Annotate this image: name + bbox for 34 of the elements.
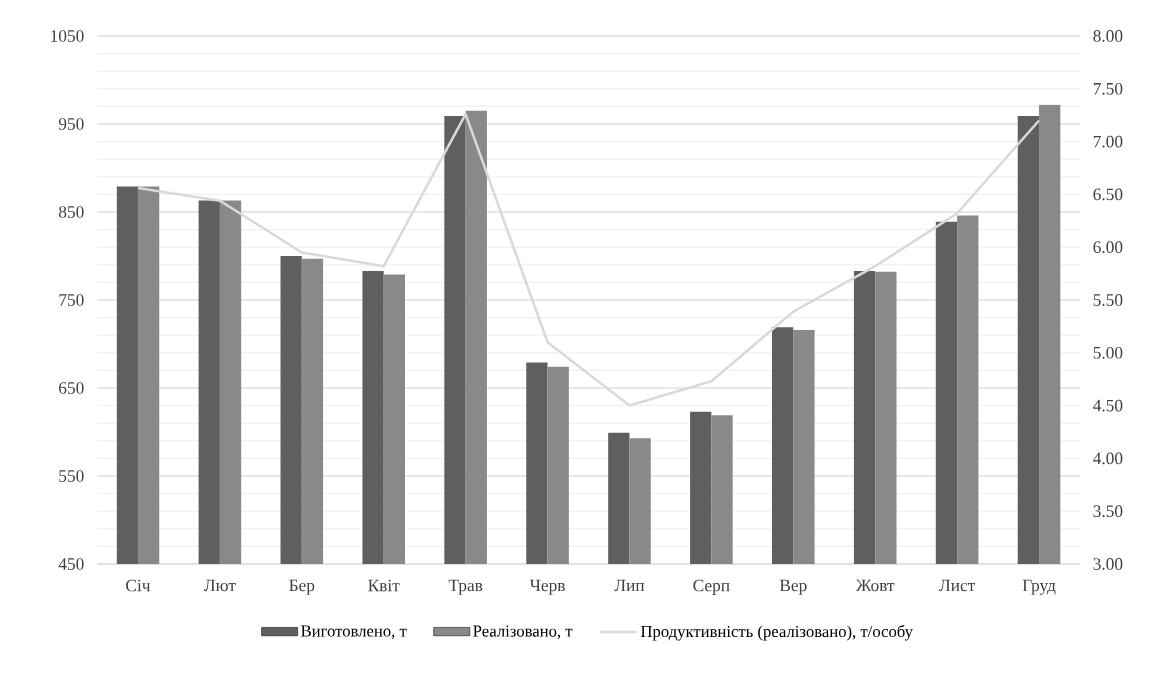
- y2-tick-label: 3.50: [1093, 505, 1123, 518]
- y-tick-label: 950: [58, 118, 84, 130]
- y2-tick-label: 6.00: [1093, 241, 1123, 254]
- legend-label: Реалізовано, т: [473, 625, 573, 640]
- y-tick-label: 650: [59, 382, 84, 394]
- y2-tick-label: 4.00: [1093, 452, 1123, 465]
- x-tick-label: Січ: [126, 579, 151, 592]
- x-tick-label: Трав: [448, 579, 483, 595]
- x-tick-label: Груд: [1022, 579, 1056, 595]
- y2-tick-label: 8.00: [1093, 30, 1123, 42]
- x-tick-label: Серп: [693, 579, 730, 595]
- y2-tick-label: 5.50: [1093, 294, 1123, 306]
- y2-tick-label: 6.50: [1093, 188, 1123, 201]
- y2-tick-label: 4.50: [1093, 399, 1123, 412]
- y-tick-label: 1050: [51, 30, 84, 42]
- legend-label: Продуктивність (реалізовано), т/особу: [640, 625, 913, 641]
- x-tick-label: Вер: [779, 579, 807, 595]
- y2-tick-label: 5.00: [1093, 346, 1123, 359]
- x-tick-label: Лип: [614, 579, 645, 592]
- y-tick-label: 450: [58, 558, 84, 570]
- y2-tick-label: 3.00: [1093, 558, 1123, 570]
- legend-label: Виготовлено, т: [301, 625, 407, 640]
- y2-tick-label: 7.00: [1093, 135, 1123, 148]
- y-tick-label: 550: [59, 470, 84, 482]
- y-tick-label: 850: [58, 206, 84, 218]
- x-tick-label: Лист: [939, 579, 976, 592]
- x-tick-label: Квіт: [368, 579, 400, 592]
- y-tick-label: 750: [59, 294, 84, 306]
- x-tick-label: Жовт: [855, 579, 895, 592]
- x-tick-label: Лют: [204, 579, 236, 592]
- x-tick-label: Черв: [529, 579, 565, 595]
- line-series: [136, 112, 1041, 407]
- x-tick-label: Бер: [289, 579, 315, 595]
- y2-tick-label: 7.50: [1093, 82, 1123, 95]
